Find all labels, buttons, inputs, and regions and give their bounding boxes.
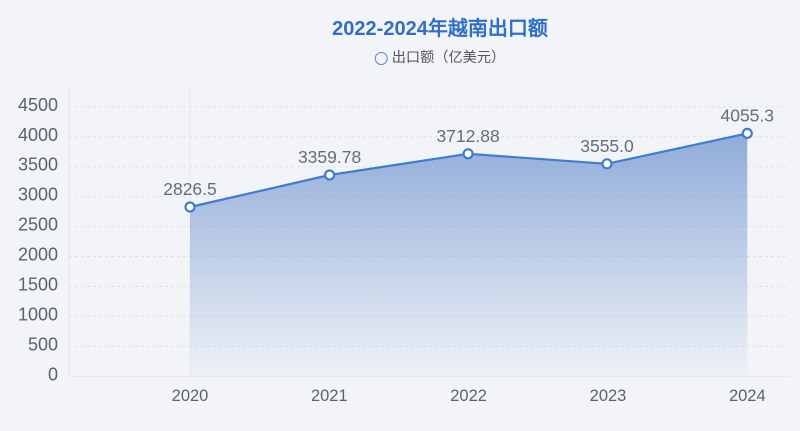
- svg-text:1500: 1500: [18, 275, 58, 295]
- svg-text:2020: 2020: [172, 387, 209, 405]
- svg-text:3000: 3000: [18, 185, 58, 205]
- svg-text:0: 0: [48, 364, 58, 384]
- svg-text:3712.88: 3712.88: [436, 126, 499, 146]
- svg-text:2024: 2024: [729, 387, 766, 405]
- svg-text:4055.3: 4055.3: [720, 105, 774, 125]
- svg-text:2000: 2000: [18, 245, 58, 265]
- svg-text:3555.0: 3555.0: [580, 136, 634, 156]
- svg-text:1000: 1000: [18, 304, 58, 324]
- svg-text:4000: 4000: [18, 125, 58, 145]
- svg-text:3359.78: 3359.78: [298, 147, 361, 167]
- svg-text:4500: 4500: [18, 95, 58, 115]
- svg-text:500: 500: [28, 334, 58, 354]
- svg-text:2022: 2022: [450, 387, 487, 405]
- svg-text:2826.5: 2826.5: [163, 179, 217, 199]
- svg-text:2021: 2021: [311, 387, 348, 405]
- svg-text:2023: 2023: [590, 387, 627, 405]
- svg-text:2500: 2500: [18, 215, 58, 235]
- svg-text:3500: 3500: [18, 155, 58, 175]
